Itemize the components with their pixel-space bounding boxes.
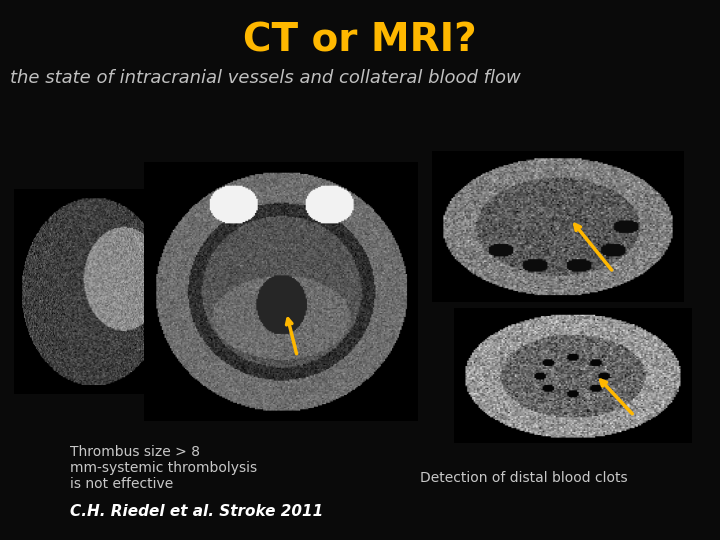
Text: Detection of distal blood clots: Detection of distal blood clots: [420, 471, 628, 485]
Text: the state of intracranial vessels and collateral blood flow: the state of intracranial vessels and co…: [10, 69, 521, 87]
Text: SWI: SWI: [530, 403, 570, 421]
Text: C.H. Riedel et al. Stroke 2011: C.H. Riedel et al. Stroke 2011: [70, 504, 323, 519]
Text: CT or MRI?: CT or MRI?: [243, 21, 477, 59]
Text: T2*: T2*: [228, 396, 262, 414]
Text: Thrombus size > 8
mm-systemic thrombolysis
is not effective: Thrombus size > 8 mm-systemic thrombolys…: [70, 445, 257, 491]
Text: FLAIR: FLAIR: [500, 283, 558, 301]
